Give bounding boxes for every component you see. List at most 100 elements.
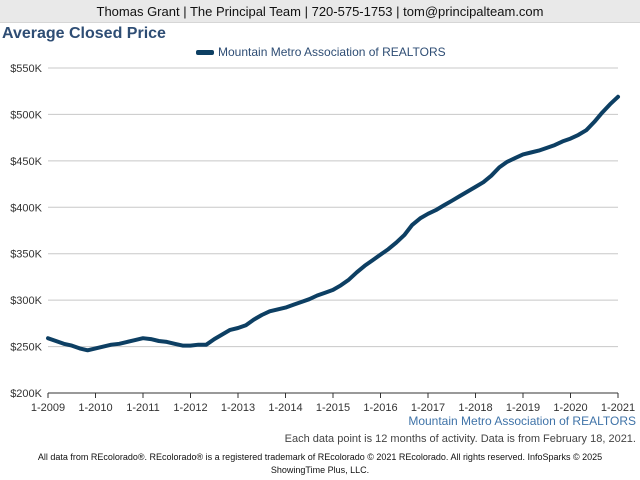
x-axis: 1-2009 1-2010 1-2011 1-2012 1-2013 1-2014 1-20… xyxy=(31,392,635,414)
data-point[interactable] xyxy=(561,140,564,143)
data-point[interactable] xyxy=(94,347,97,350)
x-tick-label: 1-2020 xyxy=(553,402,587,414)
series-layer xyxy=(46,94,620,353)
data-point[interactable] xyxy=(379,253,382,256)
data-point[interactable] xyxy=(181,344,184,347)
data-point[interactable] xyxy=(205,343,208,346)
data-point[interactable] xyxy=(506,160,509,163)
data-point[interactable] xyxy=(300,300,303,304)
data-point[interactable] xyxy=(426,212,430,215)
data-point[interactable] xyxy=(141,337,145,340)
y-tick-label: $350K xyxy=(10,249,42,261)
data-point[interactable] xyxy=(62,342,65,345)
data-point[interactable] xyxy=(157,339,160,343)
data-point[interactable] xyxy=(173,342,176,345)
data-point[interactable] xyxy=(474,185,477,189)
footer-copyright: All data from REcolorado®. REcolorado® i… xyxy=(37,452,603,462)
data-point[interactable] xyxy=(601,111,604,114)
data-point[interactable] xyxy=(126,340,129,344)
data-point[interactable] xyxy=(363,264,366,267)
data-note: Each data point is 12 months of activity… xyxy=(284,433,636,445)
data-point[interactable] xyxy=(482,181,485,184)
data-point[interactable] xyxy=(284,306,287,309)
data-point[interactable] xyxy=(569,137,572,140)
data-point[interactable] xyxy=(577,133,580,137)
y-tick-label: $550K xyxy=(10,63,42,75)
legend[interactable]: Mountain Metro Association of REALTORS xyxy=(196,45,446,59)
data-point[interactable] xyxy=(331,288,335,292)
data-point[interactable] xyxy=(490,174,493,177)
data-point[interactable] xyxy=(213,337,216,341)
data-point[interactable] xyxy=(616,95,620,99)
y-tick-label: $250K xyxy=(10,342,42,354)
contact-info: Thomas Grant | The Principal Team | 720-… xyxy=(96,3,544,19)
data-point[interactable] xyxy=(442,204,445,207)
data-point[interactable] xyxy=(244,324,248,327)
data-point[interactable] xyxy=(347,278,350,281)
data-point[interactable] xyxy=(308,298,311,301)
data-point[interactable] xyxy=(316,294,319,297)
data-point[interactable] xyxy=(46,337,50,340)
x-tick-label: 1-2011 xyxy=(126,402,159,414)
data-point[interactable] xyxy=(537,149,540,152)
data-point[interactable] xyxy=(118,342,121,345)
data-point[interactable] xyxy=(411,223,414,227)
data-point[interactable] xyxy=(252,318,255,321)
y-tick-label: $500K xyxy=(10,109,42,121)
data-point[interactable] xyxy=(323,291,327,294)
x-tick-label: 1-2009 xyxy=(31,402,65,414)
data-point[interactable] xyxy=(608,103,612,106)
data-point[interactable] xyxy=(260,313,263,317)
header-bar: Thomas Grant | The Principal Team | 720-… xyxy=(0,0,640,23)
x-tick-label: 1-2018 xyxy=(458,402,492,414)
data-point[interactable] xyxy=(54,339,58,343)
data-point[interactable] xyxy=(70,344,74,347)
data-point[interactable] xyxy=(466,190,469,193)
data-point[interactable] xyxy=(418,217,422,220)
data-point[interactable] xyxy=(395,241,398,244)
data-point[interactable] xyxy=(434,208,438,212)
footer: All data from REcolorado®. REcolorado® i… xyxy=(20,451,620,477)
series-line[interactable] xyxy=(46,94,620,353)
data-point[interactable] xyxy=(268,310,271,313)
data-point[interactable] xyxy=(165,340,168,344)
data-point[interactable] xyxy=(221,333,224,336)
data-point[interactable] xyxy=(458,194,461,198)
data-point[interactable] xyxy=(593,120,596,124)
data-point[interactable] xyxy=(371,259,374,262)
data-point[interactable] xyxy=(529,151,533,154)
data-point[interactable] xyxy=(498,166,501,169)
data-point[interactable] xyxy=(236,326,240,330)
data-point[interactable] xyxy=(521,153,525,156)
data-point[interactable] xyxy=(585,129,588,132)
data-point[interactable] xyxy=(86,349,89,352)
data-point[interactable] xyxy=(197,343,200,346)
legend-swatch xyxy=(196,49,214,55)
data-point[interactable] xyxy=(387,247,390,251)
legend-label: Mountain Metro Association of REALTORS xyxy=(218,45,446,59)
y-axis: $200K $250K $300K $350K $400K $450K $500K $550K xyxy=(10,63,42,400)
x-tick-label: 1-2013 xyxy=(221,402,255,414)
data-point[interactable] xyxy=(292,303,295,306)
data-point[interactable] xyxy=(149,337,153,341)
data-point[interactable] xyxy=(450,199,453,202)
y-tick-label: $400K xyxy=(10,202,42,214)
x-tick-label: 1-2014 xyxy=(268,402,302,414)
y-tick-label: $300K xyxy=(10,295,42,307)
data-point[interactable] xyxy=(189,344,192,347)
data-point[interactable] xyxy=(403,233,406,237)
data-point[interactable] xyxy=(513,156,517,160)
data-point[interactable] xyxy=(110,343,113,346)
data-point[interactable] xyxy=(545,146,548,150)
data-point[interactable] xyxy=(339,284,343,287)
data-point[interactable] xyxy=(553,143,556,147)
y-tick-label: $450K xyxy=(10,156,42,168)
data-point[interactable] xyxy=(133,338,137,342)
data-point[interactable] xyxy=(276,308,279,311)
data-point[interactable] xyxy=(228,328,232,332)
footer-company: ShowingTime Plus, LLC. xyxy=(270,465,370,475)
data-point[interactable] xyxy=(78,347,81,350)
data-point[interactable] xyxy=(355,271,358,274)
data-point[interactable] xyxy=(102,345,105,348)
